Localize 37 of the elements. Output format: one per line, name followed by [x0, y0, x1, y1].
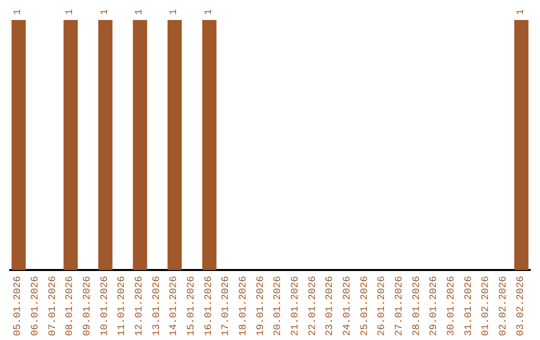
data-label: 1 — [204, 8, 215, 15]
x-tick-label: 22.01.2026 — [308, 276, 319, 336]
x-tick-label: 01.02.2026 — [481, 276, 492, 336]
x-tick-label: 21.01.2026 — [290, 276, 302, 336]
x-tick-label: 16.01.2026 — [204, 276, 215, 336]
data-label: 1 — [134, 8, 146, 15]
x-tick-label: 28.01.2026 — [412, 276, 423, 336]
x-tick-label: 08.01.2026 — [65, 276, 76, 336]
x-tick-label: 07.01.2026 — [48, 276, 59, 336]
x-tick-label: 23.01.2026 — [325, 276, 336, 336]
x-tick-label: 10.01.2026 — [100, 276, 111, 336]
x-tick-label: 09.01.2026 — [82, 276, 94, 336]
x-tick-label: 18.01.2026 — [238, 276, 250, 336]
x-tick-label: 05.01.2026 — [13, 276, 24, 336]
x-tick-label: 27.01.2026 — [394, 276, 406, 336]
x-tick-label: 15.01.2026 — [186, 276, 198, 336]
x-tick-label: 03.02.2026 — [516, 276, 527, 336]
x-tick-label: 24.01.2026 — [342, 276, 354, 336]
x-tick-label: 19.01.2026 — [256, 276, 267, 336]
x-tick-label: 11.01.2026 — [117, 276, 128, 336]
x-tick-label: 31.01.2026 — [464, 276, 475, 336]
data-label: 1 — [13, 8, 24, 15]
data-label: 1 — [65, 8, 76, 15]
x-tick-label: 14.01.2026 — [169, 276, 180, 336]
data-label: 1 — [100, 8, 111, 15]
x-tick-label: 20.01.2026 — [273, 276, 284, 336]
x-tick-label: 13.01.2026 — [152, 276, 163, 336]
x-tick-label: 02.02.2026 — [498, 276, 510, 336]
data-label: 1 — [516, 8, 527, 15]
x-tick-label: 29.01.2026 — [429, 276, 440, 336]
x-tick-label: 06.01.2026 — [30, 276, 42, 336]
x-tick-label: 17.01.2026 — [221, 276, 232, 336]
x-tick-label: 12.01.2026 — [134, 276, 146, 336]
x-tick-label: 30.01.2026 — [446, 276, 458, 336]
x-tick-label: 25.01.2026 — [360, 276, 371, 336]
data-label: 1 — [169, 8, 180, 15]
x-tick-label: 26.01.2026 — [377, 276, 388, 336]
